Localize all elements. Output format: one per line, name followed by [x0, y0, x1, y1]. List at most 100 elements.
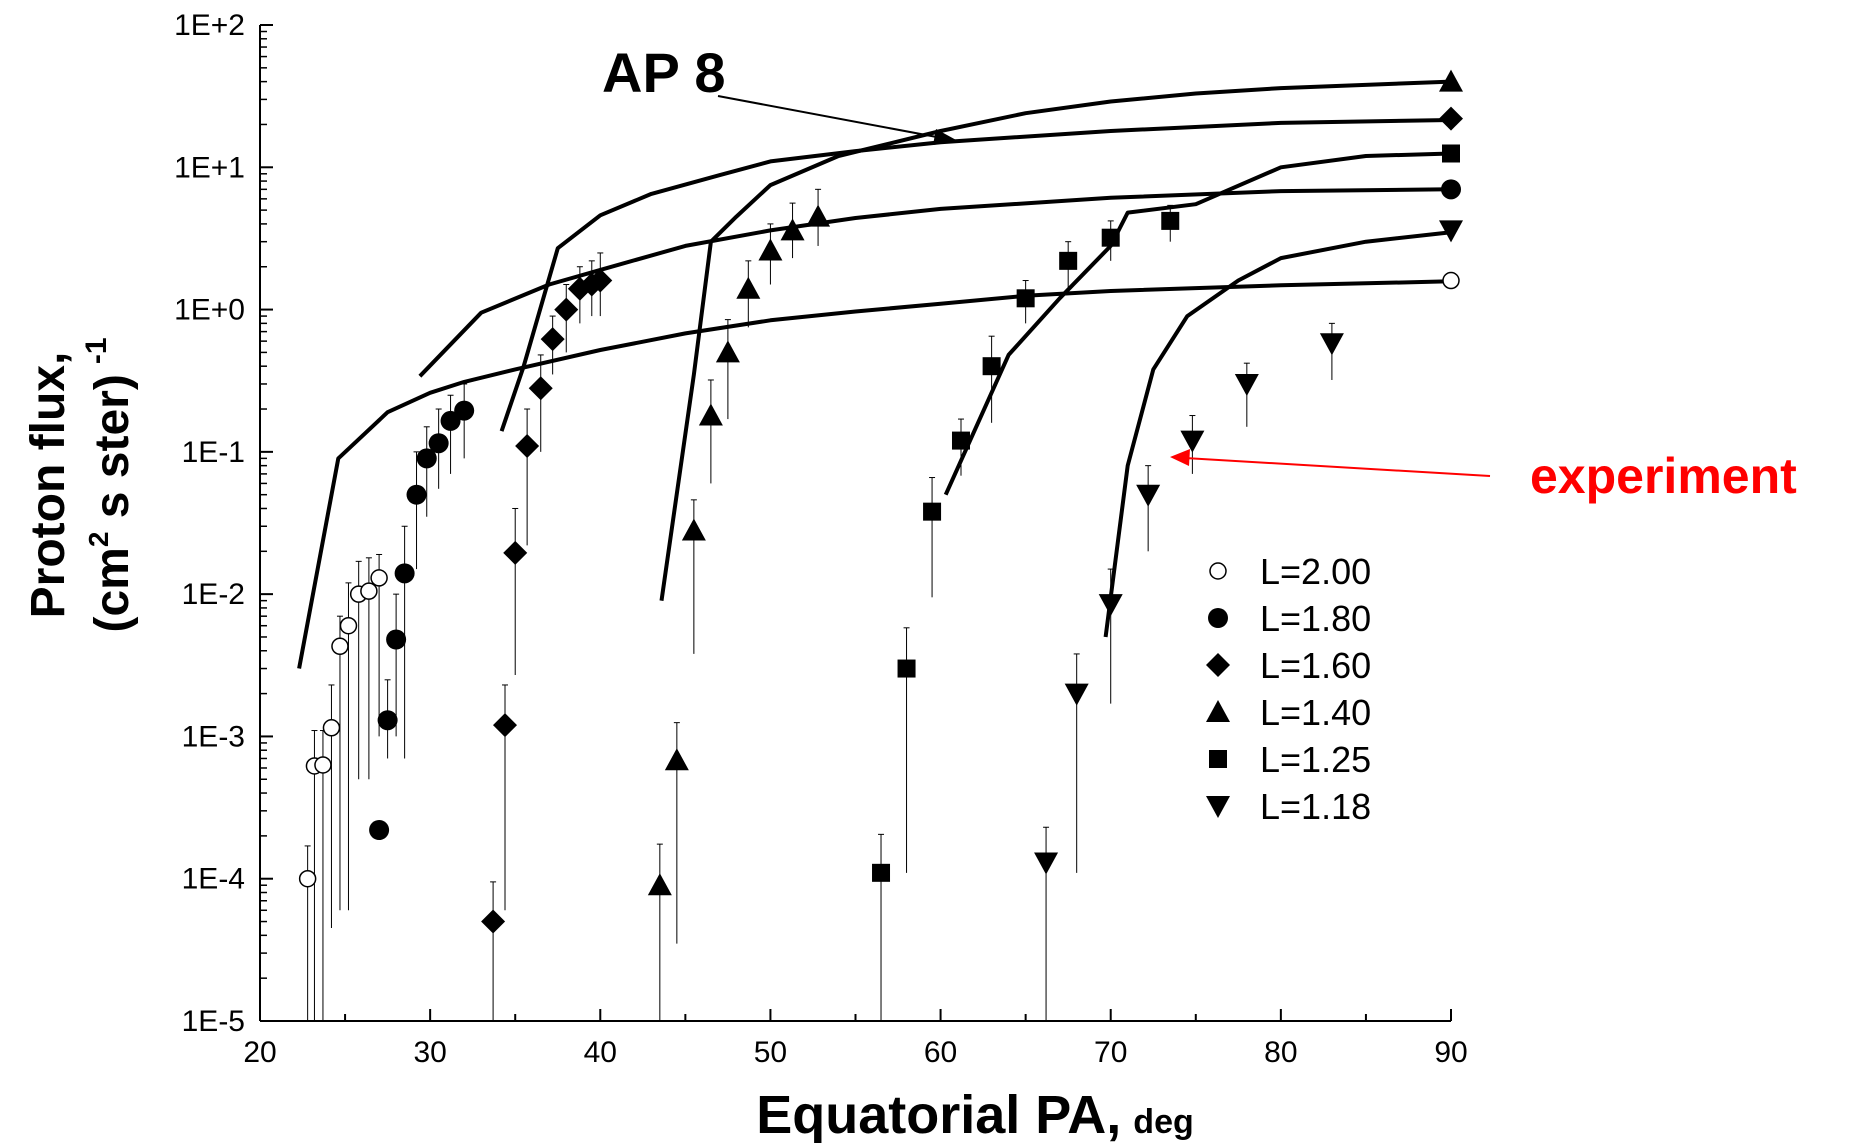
- y-tick-label: 1E-5: [182, 1005, 245, 1038]
- data-point: [872, 863, 891, 882]
- data-point: [758, 238, 783, 261]
- x-tick-label: 30: [413, 1036, 446, 1069]
- data-point: [1319, 333, 1344, 356]
- data-point: [1439, 220, 1463, 243]
- legend-marker: [1206, 653, 1230, 677]
- legend-marker: [1206, 796, 1230, 818]
- y-tick-label: 1E-1: [182, 436, 245, 469]
- axes: [259, 25, 1451, 1022]
- y-axis-label: Proton flux, (cm2 s ster)-1: [22, 337, 139, 632]
- experiment-annotation: experiment: [1530, 448, 1797, 504]
- legend-marker: [1208, 608, 1228, 628]
- data-point: [454, 400, 475, 421]
- data-point: [369, 819, 390, 840]
- x-axis-label: Equatorial PA, deg: [756, 1085, 1194, 1143]
- data-point: [1064, 683, 1089, 706]
- legend-marker: [1209, 562, 1227, 580]
- x-tick-label: 80: [1264, 1036, 1297, 1069]
- data-point: [982, 357, 1001, 376]
- model-curve: [659, 79, 1452, 601]
- data-point: [1234, 373, 1259, 396]
- model-curve: [499, 118, 1452, 432]
- data-point: [339, 616, 358, 635]
- ticks: 20 30 40 50 60 70 80 90 1E-5 1E-4 1E-3 1E-2 1E-1 1E+0…: [174, 9, 1468, 1069]
- data-point: [416, 448, 437, 469]
- y-tick-label: 1E+0: [174, 294, 245, 327]
- data-point: [370, 569, 388, 587]
- data-point: [698, 403, 723, 426]
- data-point: [681, 518, 706, 541]
- data-point: [1439, 69, 1463, 92]
- ap8-arrowhead: [933, 129, 958, 145]
- data-point: [314, 756, 332, 774]
- data-point: [923, 502, 942, 521]
- data-point: [1101, 228, 1120, 247]
- legend-marker: [1209, 750, 1227, 768]
- data-point: [736, 276, 761, 299]
- data-point: [440, 410, 461, 431]
- data-point: [588, 268, 613, 293]
- data-point: [481, 909, 506, 934]
- x-tick-label: 90: [1434, 1036, 1467, 1069]
- legend-label: L=1.25: [1260, 739, 1371, 780]
- x-tick-label: 70: [1094, 1036, 1127, 1069]
- y-tick-label: 1E+1: [174, 151, 245, 184]
- data-point: [428, 433, 449, 454]
- legend-label: L=1.18: [1260, 786, 1371, 827]
- data-point: [406, 484, 427, 505]
- legend-label: L=2.00: [1260, 551, 1371, 592]
- data-point: [554, 297, 579, 322]
- data-markers: [298, 69, 1463, 934]
- data-point: [1059, 251, 1078, 270]
- data-point: [664, 748, 689, 771]
- x-tick-label: 40: [584, 1036, 617, 1069]
- legend-label: L=1.80: [1260, 598, 1371, 639]
- data-point: [1098, 594, 1123, 617]
- y-axis-label-line2: (cm2 s ster)-1: [80, 337, 139, 632]
- model-curve: [297, 279, 1452, 669]
- legend: L=2.00 L=1.80 L=1.60 L=1.40 L=1.25 L=1.18: [1206, 551, 1371, 827]
- y-tick-label: 1E-4: [182, 863, 245, 896]
- data-point: [540, 327, 565, 352]
- y-axis-label-line1: Proton flux,: [22, 352, 75, 619]
- data-point: [322, 719, 341, 737]
- data-point: [806, 204, 831, 227]
- data-point: [897, 659, 916, 678]
- data-point: [360, 582, 378, 600]
- data-point: [503, 540, 528, 565]
- data-point: [1016, 289, 1035, 308]
- legend-marker: [1206, 700, 1230, 722]
- experiment-arrow: [1184, 457, 1491, 477]
- data-point: [780, 218, 805, 241]
- data-point: [647, 873, 672, 896]
- data-point: [394, 563, 415, 584]
- data-point: [515, 433, 540, 458]
- data-point: [1180, 430, 1205, 453]
- data-point: [493, 713, 518, 738]
- model-curve: [943, 151, 1452, 496]
- x-tick-label: 60: [924, 1036, 957, 1069]
- x-tick-label: 20: [243, 1036, 276, 1069]
- experiment-arrowhead: [1170, 449, 1190, 466]
- data-point: [1439, 106, 1463, 131]
- x-tick-label: 50: [754, 1036, 787, 1069]
- data-point: [1441, 179, 1461, 200]
- data-point: [1442, 271, 1460, 290]
- ap8-annotation: AP 8: [602, 41, 725, 104]
- y-tick-label: 1E-3: [182, 720, 245, 753]
- data-point: [1136, 484, 1161, 507]
- data-point: [331, 637, 349, 656]
- data-point: [715, 340, 740, 363]
- y-tick-label: 1E-2: [182, 578, 245, 611]
- data-point: [1442, 144, 1460, 163]
- ap8-arrow: [717, 95, 943, 139]
- data-point: [528, 376, 553, 401]
- legend-label: L=1.40: [1260, 692, 1371, 733]
- y-tick-label: 1E+2: [174, 9, 245, 42]
- model-curve: [1103, 230, 1452, 638]
- data-point: [377, 710, 398, 731]
- data-point: [951, 431, 970, 450]
- data-point: [298, 869, 317, 888]
- data-point: [1161, 211, 1180, 230]
